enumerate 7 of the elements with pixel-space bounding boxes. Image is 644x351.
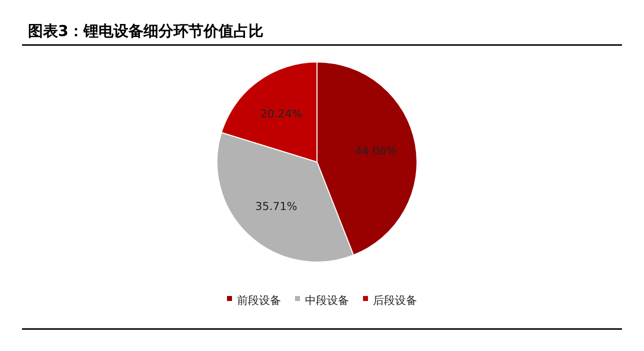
data-label: 20.24% bbox=[260, 108, 302, 121]
legend-label: 后段设备 bbox=[373, 294, 417, 307]
legend-label: 中段设备 bbox=[305, 294, 349, 307]
chart-title: 图表3：锂电设备细分环节价值占比 bbox=[28, 22, 264, 40]
data-label: 44.06% bbox=[354, 144, 397, 158]
data-label: 35.71% bbox=[255, 200, 298, 213]
legend-label: 前段设备 bbox=[237, 294, 281, 307]
